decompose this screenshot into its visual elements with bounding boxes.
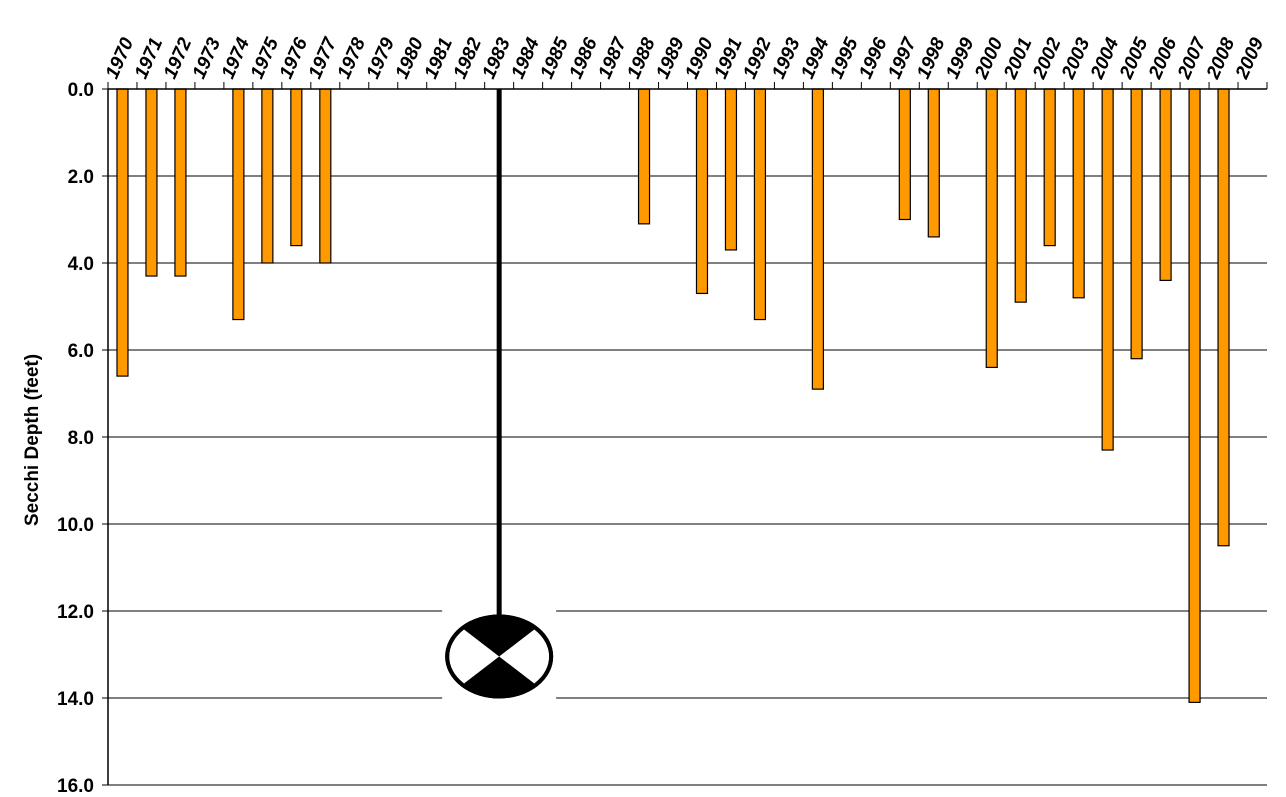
x-tick-label: 2003 (1058, 34, 1095, 82)
y-axis-title: Secchi Depth (feet) (22, 354, 43, 526)
bar-1988 (637, 88, 651, 225)
disk-top-quadrant (462, 616, 536, 657)
y-tick-label: 8.0 (68, 428, 94, 449)
bar-1972 (174, 88, 187, 277)
x-tick-label: 2002 (1029, 34, 1066, 82)
x-tick-label: 2006 (1145, 34, 1182, 82)
bar-1998 (927, 88, 940, 238)
bar-2001 (1014, 88, 1027, 303)
y-tick-label: 14.0 (57, 689, 94, 710)
bar-1976 (290, 88, 303, 247)
bar-2006 (1159, 88, 1172, 281)
bar-1970 (116, 88, 129, 377)
bar-1971 (145, 88, 158, 277)
bar-2002 (1043, 88, 1056, 247)
x-tick-label: 2001 (1000, 35, 1037, 83)
bar-2008 (1217, 88, 1230, 547)
x-tick-label: 2000 (971, 34, 1008, 82)
bar-2005 (1130, 88, 1143, 360)
bar-1991 (724, 88, 738, 251)
gridlines (102, 88, 1267, 786)
disk-bottom-quadrant (462, 656, 536, 697)
secchi-disk-icon (442, 89, 557, 705)
bar-2007 (1188, 88, 1201, 703)
y-tick-label: 0.0 (68, 80, 94, 101)
bar-1994 (811, 88, 824, 390)
bar-2000 (985, 88, 998, 368)
bar-1997 (898, 88, 911, 221)
bar-2003 (1072, 88, 1085, 299)
x-tick-label: 2009 (1231, 34, 1268, 82)
y-tick-label: 6.0 (68, 341, 94, 362)
x-tick-label: 2008 (1203, 34, 1240, 82)
bar-2004 (1101, 88, 1114, 451)
y-tick-labels: 0.0 2.0 4.0 6.0 8.0 10.0 12.0 14.0 16.0 (57, 80, 94, 797)
disk-rim (445, 614, 554, 699)
bar-1975 (261, 88, 274, 264)
bar-1990 (695, 88, 709, 295)
x-tick-label: 2004 (1087, 34, 1124, 82)
bar-1992 (753, 88, 767, 321)
bars (116, 88, 1230, 703)
y-tick-label: 10.0 (57, 515, 94, 536)
y-tick-label: 16.0 (57, 776, 94, 797)
y-tick-label: 4.0 (68, 254, 94, 275)
x-tick-label: 2005 (1116, 34, 1153, 82)
bar-1977 (319, 88, 332, 264)
axes (107, 82, 1268, 785)
y-tick-label: 2.0 (68, 167, 94, 188)
y-tick-label: 12.0 (57, 602, 94, 623)
bar-1974 (232, 88, 245, 321)
x-tick-labels: 1970197119721973197419751976197719781979… (102, 34, 1269, 83)
